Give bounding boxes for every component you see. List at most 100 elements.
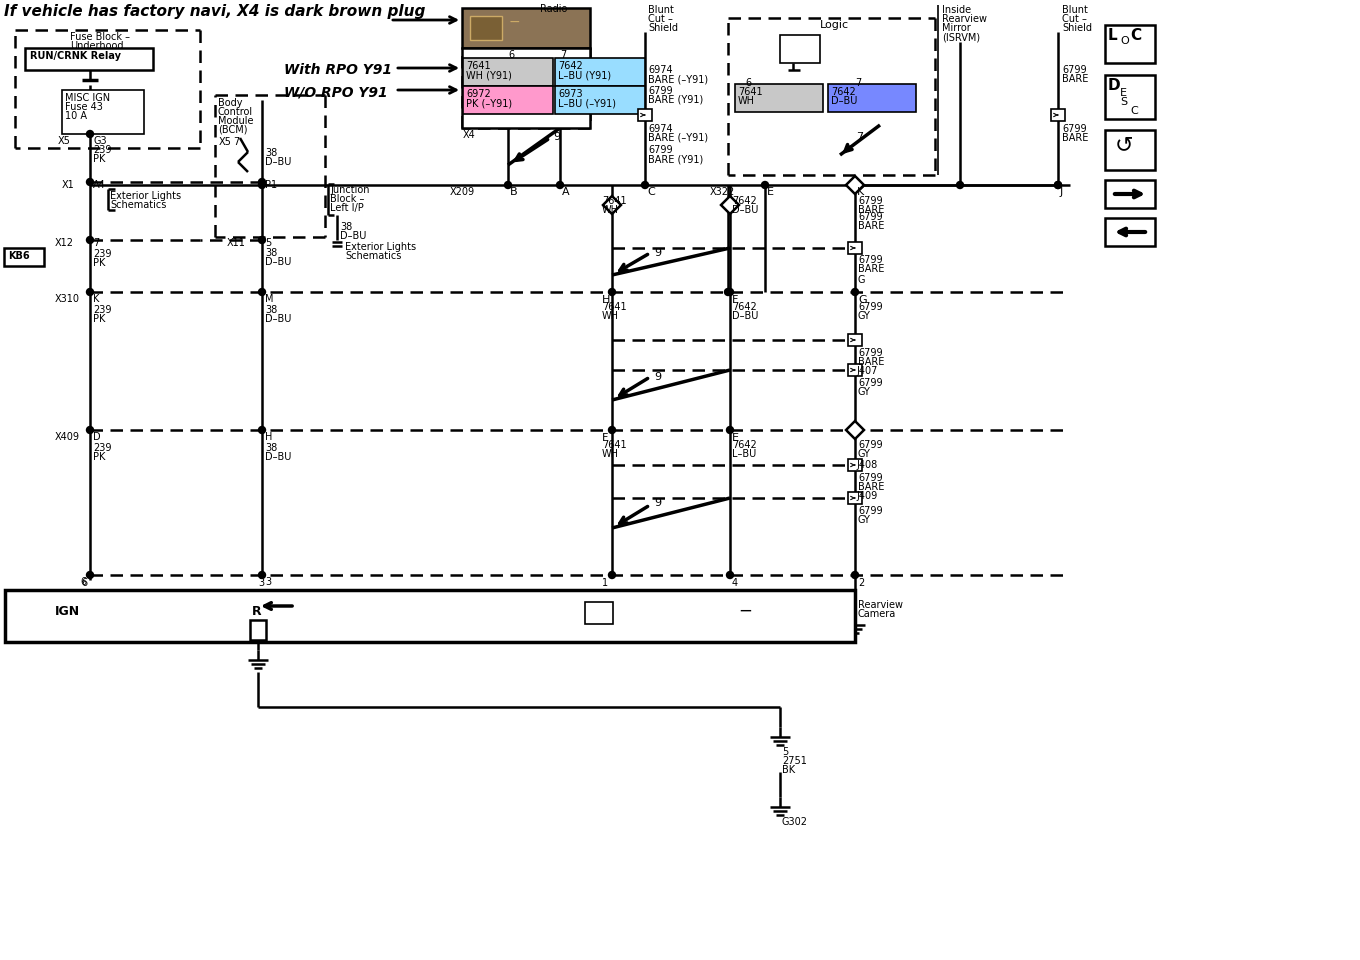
- Circle shape: [87, 236, 94, 244]
- Circle shape: [258, 289, 265, 296]
- Text: G302: G302: [782, 817, 808, 827]
- Text: 6: 6: [82, 578, 87, 588]
- Text: L–BU (–Y91): L–BU (–Y91): [558, 98, 616, 108]
- Bar: [585, 602, 613, 624]
- Circle shape: [87, 131, 94, 137]
- Text: BARE: BARE: [858, 221, 884, 231]
- Text: Exterior Lights: Exterior Lights: [345, 242, 416, 252]
- Text: 9: 9: [554, 132, 560, 142]
- Text: 6799: 6799: [647, 86, 673, 96]
- Text: WH: WH: [602, 205, 619, 215]
- Text: A4: A4: [92, 180, 106, 190]
- Text: X322: X322: [710, 187, 736, 197]
- Text: Schematics: Schematics: [345, 251, 401, 261]
- Text: Junction: Junction: [330, 185, 370, 195]
- Bar: [250, 620, 267, 640]
- Text: 6: 6: [745, 78, 751, 88]
- Text: 6799: 6799: [858, 378, 883, 388]
- Text: Inside: Inside: [942, 5, 971, 15]
- Text: 7641: 7641: [466, 61, 491, 71]
- Bar: [849, 364, 862, 376]
- Text: 7: 7: [855, 132, 864, 142]
- Bar: [734, 84, 823, 112]
- Text: 6972: 6972: [466, 89, 491, 99]
- Text: BARE (–Y91): BARE (–Y91): [647, 133, 709, 143]
- Circle shape: [87, 179, 94, 185]
- Text: Fuse 43: Fuse 43: [65, 102, 103, 112]
- Text: 239: 239: [92, 443, 112, 453]
- Bar: [555, 58, 645, 86]
- Text: GY: GY: [858, 449, 870, 459]
- Text: BARE (Y91): BARE (Y91): [647, 154, 703, 164]
- Circle shape: [726, 571, 733, 579]
- Circle shape: [87, 289, 94, 296]
- Text: If vehicle has factory navi, X4 is dark brown plug: If vehicle has factory navi, X4 is dark …: [4, 4, 426, 19]
- Circle shape: [1054, 181, 1062, 188]
- Text: 6799: 6799: [858, 506, 883, 516]
- Text: 4: 4: [732, 578, 738, 588]
- Text: D–BU: D–BU: [340, 231, 366, 241]
- Text: 1: 1: [602, 578, 608, 588]
- Bar: [63, 90, 144, 134]
- Text: X5: X5: [219, 137, 231, 147]
- Bar: [828, 84, 917, 112]
- Polygon shape: [846, 176, 864, 194]
- Text: Shield: Shield: [1062, 23, 1092, 33]
- Text: 7: 7: [560, 50, 566, 60]
- Text: RUN/CRNK Relay: RUN/CRNK Relay: [30, 51, 121, 61]
- Text: WH: WH: [602, 449, 619, 459]
- Text: L: L: [1108, 28, 1118, 43]
- Circle shape: [642, 181, 649, 188]
- Text: 7642: 7642: [732, 440, 756, 450]
- Text: J: J: [1059, 187, 1064, 197]
- Circle shape: [258, 179, 265, 185]
- Circle shape: [258, 426, 265, 434]
- Bar: [1051, 109, 1065, 121]
- Bar: [1104, 180, 1155, 208]
- Text: L–BU (Y91): L–BU (Y91): [558, 70, 611, 80]
- Text: P1: P1: [265, 180, 277, 190]
- Text: J407: J407: [855, 366, 877, 376]
- Text: 6973: 6973: [558, 89, 582, 99]
- Circle shape: [956, 181, 963, 188]
- Text: 7642: 7642: [558, 61, 582, 71]
- Text: 6799: 6799: [858, 302, 883, 312]
- Text: Camera: Camera: [858, 609, 896, 619]
- Circle shape: [726, 289, 733, 296]
- Text: 6799: 6799: [1062, 65, 1087, 75]
- Text: 6974: 6974: [647, 124, 673, 134]
- Text: C: C: [647, 187, 654, 197]
- Text: X310: X310: [54, 294, 80, 304]
- Text: PK: PK: [92, 154, 105, 164]
- Text: 2: 2: [858, 578, 864, 588]
- Text: BARE: BARE: [858, 264, 884, 274]
- Text: 6799: 6799: [858, 348, 883, 358]
- Text: A: A: [562, 187, 570, 197]
- Text: 38: 38: [265, 305, 277, 315]
- Text: 7: 7: [233, 137, 239, 147]
- Text: 3: 3: [265, 577, 271, 587]
- Text: D–BU: D–BU: [265, 314, 291, 324]
- Text: Blunt: Blunt: [647, 5, 673, 15]
- Bar: [849, 242, 862, 254]
- Polygon shape: [721, 196, 738, 214]
- Text: 7641: 7641: [602, 440, 627, 450]
- Text: 10 A: 10 A: [65, 111, 87, 121]
- Text: Mirror: Mirror: [942, 23, 971, 33]
- Text: 7641: 7641: [602, 302, 627, 312]
- Text: Logic: Logic: [820, 20, 849, 30]
- Bar: [462, 48, 590, 128]
- Text: 6799: 6799: [858, 196, 883, 206]
- Text: IGN: IGN: [54, 605, 80, 618]
- Text: Schematics: Schematics: [110, 200, 166, 210]
- Text: WH: WH: [738, 96, 755, 106]
- Text: C: C: [1130, 106, 1138, 116]
- Bar: [781, 35, 820, 63]
- Text: WH (Y91): WH (Y91): [466, 70, 511, 80]
- Text: D: D: [1108, 78, 1121, 93]
- Text: E: E: [732, 433, 738, 443]
- Text: E: E: [1121, 88, 1127, 98]
- Text: 38: 38: [340, 222, 352, 232]
- Text: 7: 7: [855, 78, 861, 88]
- Text: 7: 7: [92, 238, 99, 248]
